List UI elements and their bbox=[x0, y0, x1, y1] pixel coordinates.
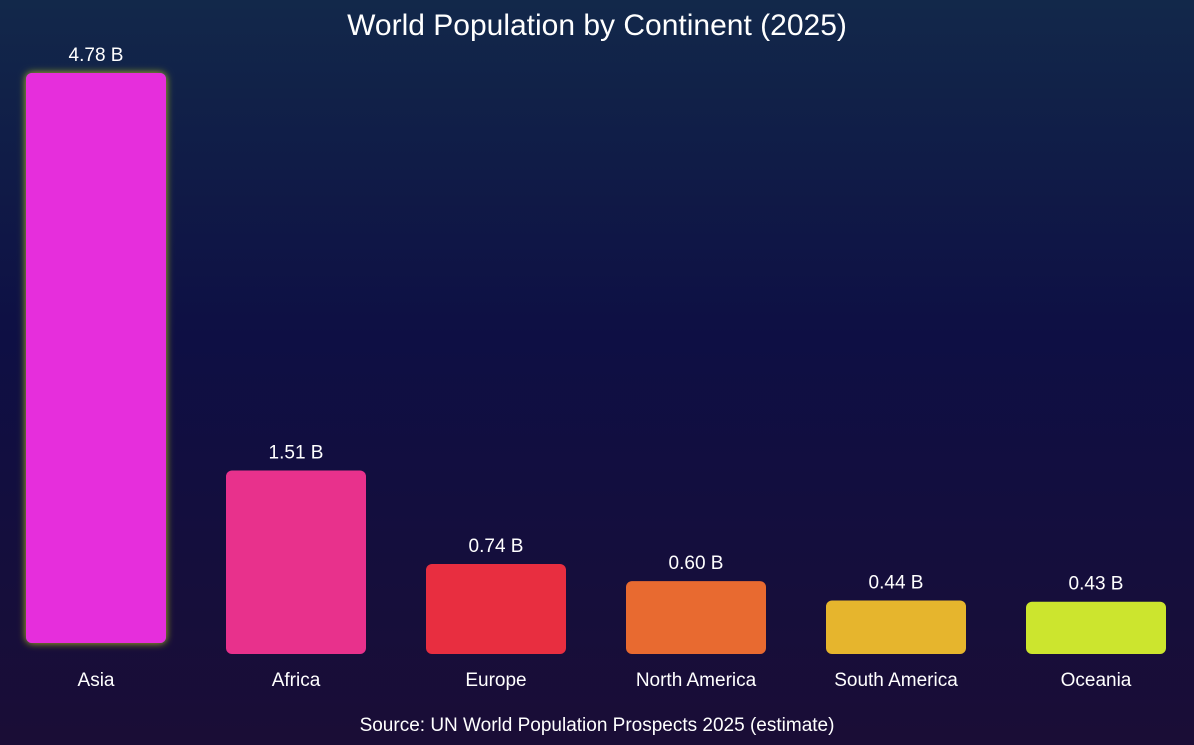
category-label: Africa bbox=[272, 670, 321, 691]
chart-source: Source: UN World Population Prospects 20… bbox=[360, 715, 835, 736]
category-label: South America bbox=[834, 670, 958, 691]
value-label: 0.74 B bbox=[469, 536, 524, 557]
value-label: 0.44 B bbox=[869, 573, 924, 594]
bar-south-america bbox=[826, 600, 966, 654]
bars-group: 4.78 B Asia 1.51 B Africa 0.74 B Europe 0.60 B… bbox=[26, 45, 1166, 691]
chart-title: World Population by Continent (2025) bbox=[347, 9, 847, 42]
bar-oceania bbox=[1026, 601, 1166, 654]
category-label: North America bbox=[636, 670, 757, 691]
category-label: Asia bbox=[78, 670, 115, 691]
bar-africa bbox=[226, 470, 366, 654]
value-label: 4.78 B bbox=[69, 45, 124, 66]
category-label: Europe bbox=[465, 670, 526, 691]
bar-asia bbox=[26, 73, 166, 643]
bar-north-america bbox=[626, 581, 766, 654]
bar-europe bbox=[426, 564, 566, 654]
category-label: Oceania bbox=[1061, 670, 1132, 691]
value-label: 0.43 B bbox=[1069, 574, 1124, 595]
value-label: 1.51 B bbox=[269, 442, 324, 463]
value-label: 0.60 B bbox=[669, 553, 724, 574]
